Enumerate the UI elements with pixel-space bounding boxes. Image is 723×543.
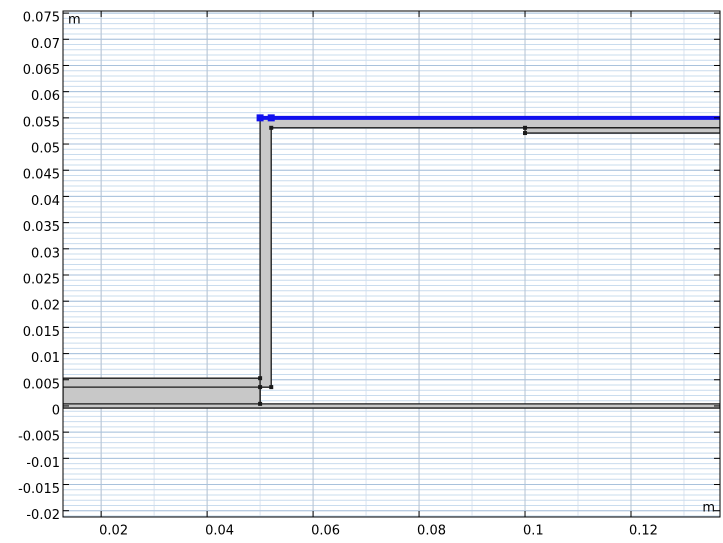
x-tick-label: 0.04 bbox=[205, 524, 234, 539]
y-tick-label: 0.035 bbox=[23, 220, 60, 235]
y-tick-label: 0.025 bbox=[23, 273, 60, 288]
x-unit-label: m bbox=[702, 501, 715, 516]
x-tick-label: 0.02 bbox=[99, 524, 128, 539]
y-tick-label: -0.01 bbox=[26, 456, 60, 471]
y-tick-label: 0.045 bbox=[23, 168, 60, 183]
selected-vertex bbox=[267, 114, 275, 122]
vertex bbox=[258, 401, 263, 406]
domain bbox=[63, 403, 720, 409]
y-tick-label: 0 bbox=[52, 403, 60, 418]
y-tick-label: 0.075 bbox=[23, 11, 60, 26]
y-tick-label: 0.01 bbox=[31, 351, 60, 366]
domain bbox=[63, 377, 261, 405]
vertex bbox=[269, 125, 274, 130]
selected-vertex bbox=[256, 114, 264, 122]
vertex bbox=[523, 125, 528, 130]
y-tick-label: 0.05 bbox=[31, 142, 60, 157]
plot-frame bbox=[62, 10, 721, 518]
y-tick-label: 0.055 bbox=[23, 115, 60, 130]
y-tick-label: 0.02 bbox=[31, 299, 60, 314]
y-tick-label: 0.005 bbox=[23, 377, 60, 392]
x-tick-label: 0.06 bbox=[311, 524, 340, 539]
y-tick-label: -0.005 bbox=[18, 430, 60, 445]
x-tick-label: 0.08 bbox=[417, 524, 446, 539]
vertex bbox=[523, 131, 528, 136]
domain bbox=[524, 127, 720, 134]
y-tick-label: 0.07 bbox=[31, 37, 60, 52]
y-tick-label: 0.06 bbox=[31, 89, 60, 104]
y-tick-label: -0.015 bbox=[18, 482, 60, 497]
y-tick-label: -0.02 bbox=[26, 508, 60, 523]
vertex bbox=[258, 385, 263, 390]
y-tick-label: 0.04 bbox=[31, 194, 60, 209]
x-tick-label: 0.1 bbox=[523, 524, 544, 539]
y-unit-label: m bbox=[68, 13, 81, 28]
vertex bbox=[258, 376, 263, 381]
y-tick-label: 0.015 bbox=[23, 325, 60, 340]
x-tick-label: 0.12 bbox=[629, 524, 658, 539]
y-tick-label: 0.065 bbox=[23, 63, 60, 78]
vertex bbox=[269, 385, 274, 390]
y-tick-label: 0.03 bbox=[31, 246, 60, 261]
